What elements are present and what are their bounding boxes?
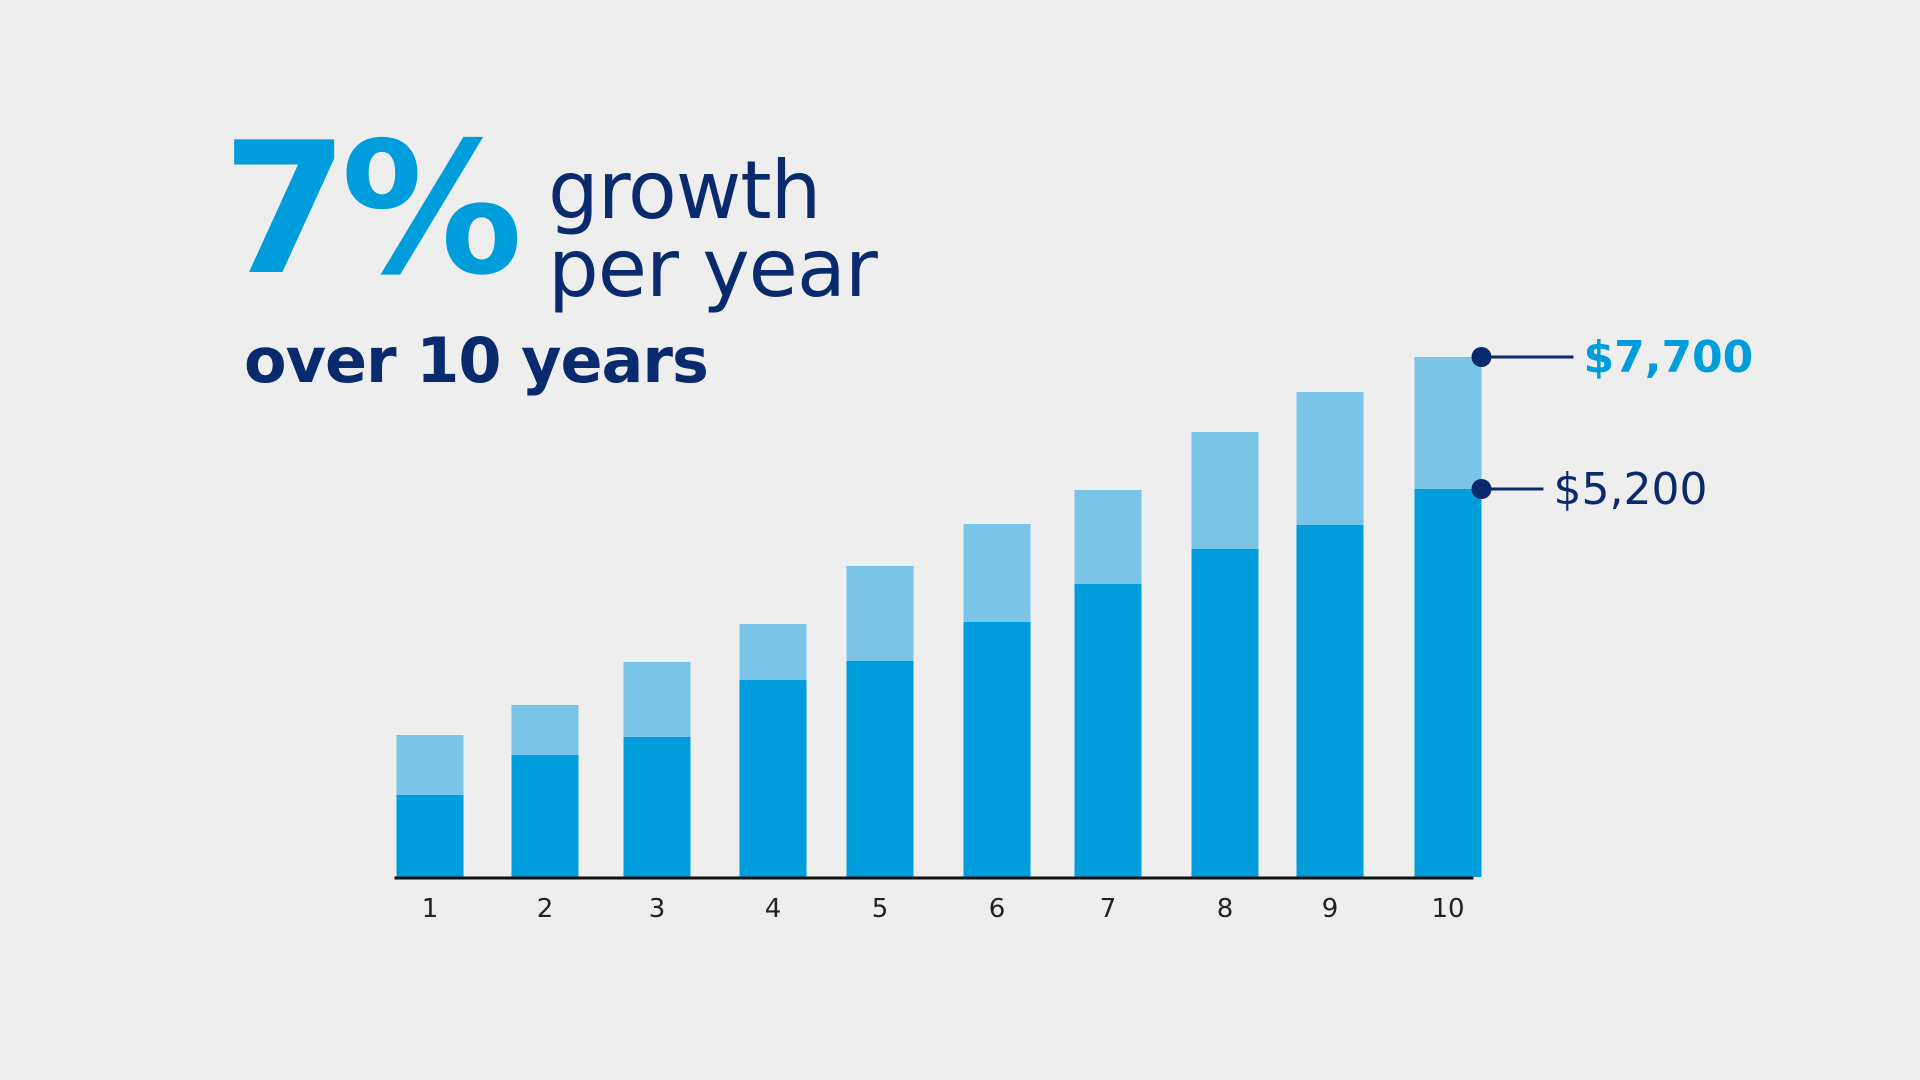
callouts-group: $7,700 $5,200: [1471, 332, 1754, 515]
bar-base-9: [1296, 525, 1364, 877]
bar-growth-7: [1074, 490, 1142, 584]
bar-growth-3: [623, 662, 691, 737]
bar-base-2: [511, 755, 579, 877]
headline-growth-text: growth per year: [548, 151, 878, 309]
bar-base-5: [846, 661, 914, 877]
bar-base-8: [1191, 549, 1259, 877]
tick-label-7: 7: [1100, 894, 1117, 924]
bar-base-1: [396, 795, 464, 877]
tick-label-2: 2: [537, 894, 554, 924]
bar-base-7: [1074, 584, 1142, 877]
headline-percent: 7%: [222, 103, 523, 315]
bar-growth-1: [396, 735, 464, 795]
bar-growth-9: [1296, 392, 1364, 525]
bar-base-4: [739, 680, 807, 877]
headline-period: over 10 years: [244, 324, 709, 397]
headline-growth-line2: per year: [548, 222, 878, 315]
bar-growth-10: [1414, 357, 1482, 489]
bar-base-6: [963, 622, 1031, 877]
bar-growth-8: [1191, 432, 1259, 549]
tick-label-3: 3: [649, 894, 666, 924]
tick-label-5: 5: [872, 894, 889, 924]
bar-base-10: [1414, 489, 1482, 877]
bars-group: [396, 357, 1482, 877]
tick-label-1: 1: [422, 894, 439, 924]
tick-label-6: 6: [989, 894, 1006, 924]
callout-label-total: $7,700: [1584, 332, 1754, 383]
headline-growth-line1: growth: [548, 144, 821, 237]
callout-dot-total: [1471, 347, 1492, 367]
bar-growth-4: [739, 624, 807, 680]
tick-label-9: 9: [1322, 894, 1339, 924]
tick-label-10: 10: [1431, 894, 1464, 924]
tick-label-8: 8: [1217, 894, 1234, 924]
tick-labels-group: 1 2 3 4 5 6 7 8 9 10: [422, 894, 1465, 924]
callout-label-base: $5,200: [1554, 464, 1708, 515]
callout-dot-base: [1471, 479, 1492, 499]
tick-label-4: 4: [765, 894, 782, 924]
bar-growth-2: [511, 705, 579, 755]
bar-growth-5: [846, 566, 914, 661]
bar-base-3: [623, 737, 691, 877]
bar-growth-6: [963, 524, 1031, 622]
